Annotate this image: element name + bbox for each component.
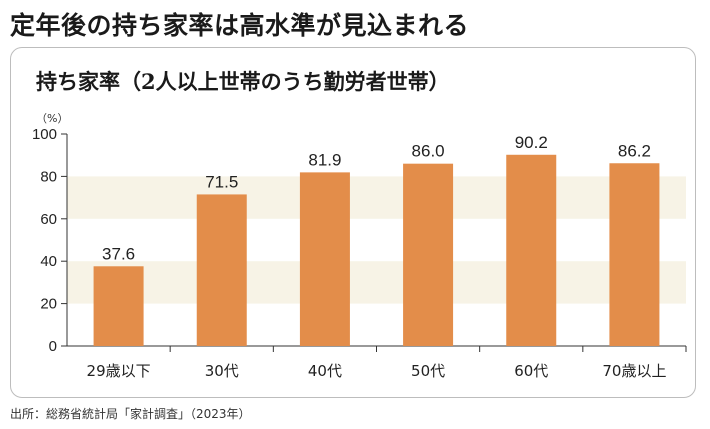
background-band	[67, 176, 686, 219]
bar	[93, 266, 144, 346]
x-category-label: 60代	[514, 362, 548, 380]
value-label: 86.0	[412, 142, 445, 161]
bar	[403, 163, 454, 346]
value-label: 81.9	[308, 150, 341, 169]
value-label: 37.6	[102, 244, 135, 263]
bar	[506, 154, 557, 346]
y-tick-label: 100	[32, 126, 57, 143]
headline: 定年後の持ち家率は高水準が見込まれる	[10, 11, 470, 40]
source-note: 出所：総務省統計局「家計調査」（2023年）	[10, 407, 251, 421]
x-category-label: 50代	[411, 362, 445, 380]
x-category-label: 40代	[308, 362, 342, 380]
background-band	[67, 261, 686, 304]
x-category-label: 29歳以下	[87, 362, 151, 380]
x-category-label: 30代	[205, 362, 239, 380]
y-tick-label: 40	[40, 253, 57, 270]
y-axis-unit: （%）	[36, 112, 69, 125]
x-category-label: 70歳以上	[602, 362, 666, 380]
y-tick-label: 80	[40, 168, 57, 185]
value-label: 86.2	[618, 141, 651, 160]
value-label: 90.2	[515, 133, 548, 152]
y-tick-label: 0	[49, 338, 57, 355]
chart-title: 持ち家率（2人以上世帯のうち勤労者世帯）	[36, 69, 450, 94]
y-tick-label: 60	[40, 211, 57, 228]
value-label: 71.5	[205, 172, 238, 191]
y-tick-label: 20	[40, 296, 57, 313]
bar	[609, 163, 660, 346]
bar	[196, 194, 247, 346]
bar	[299, 172, 350, 346]
